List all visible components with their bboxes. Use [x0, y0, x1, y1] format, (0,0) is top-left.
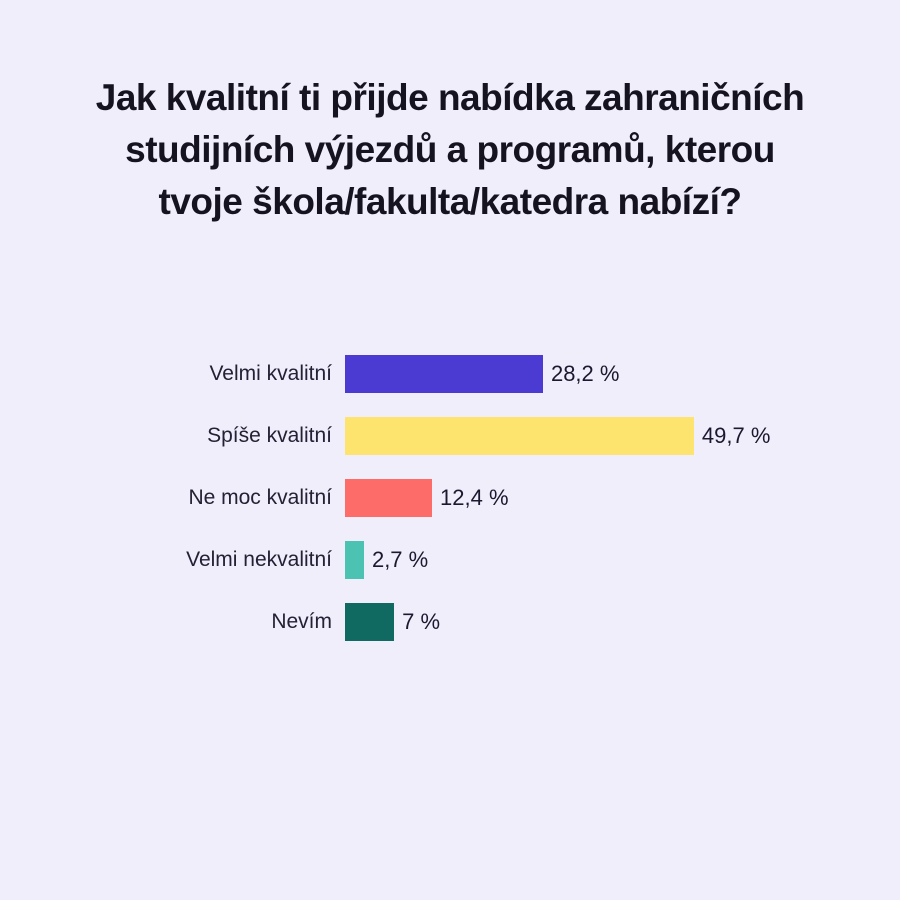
bar — [345, 479, 433, 517]
value-label: 28,2 % — [550, 361, 620, 386]
bar-chart: Velmi kvalitní 28,2 % Spíše kvalitní 49,7 %… — [0, 355, 900, 665]
bar-row: Nevím 7 % — [0, 603, 900, 641]
chart-title-line-2: studijních výjezdů a programů, kterou — [125, 129, 775, 170]
value-label: 49,7 % — [701, 423, 771, 448]
value-label: 2,7 % — [371, 547, 429, 572]
bar — [345, 355, 543, 393]
bar — [345, 603, 395, 641]
category-label: Velmi nekvalitní — [186, 548, 332, 571]
bar-row: Spíše kvalitní 49,7 % — [0, 417, 900, 455]
category-label: Nevím — [271, 610, 332, 633]
category-label: Spíše kvalitní — [207, 424, 332, 447]
bar-row: Velmi nekvalitní 2,7 % — [0, 541, 900, 579]
value-label: 12,4 % — [440, 485, 509, 510]
chart-title: Jak kvalitní ti přijde nabídka zahraničn… — [0, 72, 900, 228]
bar-row: Velmi kvalitní 28,2 % — [0, 355, 900, 393]
chart-title-line-1: Jak kvalitní ti přijde nabídka zahraničn… — [95, 77, 805, 118]
chart-title-line-3: tvoje škola/fakulta/katedra nabízí? — [158, 181, 742, 222]
bar-row: Ne moc kvalitní 12,4 % — [0, 479, 900, 517]
category-label: Ne moc kvalitní — [188, 486, 332, 509]
bar — [345, 541, 364, 579]
value-label: 7 % — [402, 609, 441, 634]
bar — [345, 417, 694, 455]
category-label: Velmi kvalitní — [209, 362, 332, 385]
